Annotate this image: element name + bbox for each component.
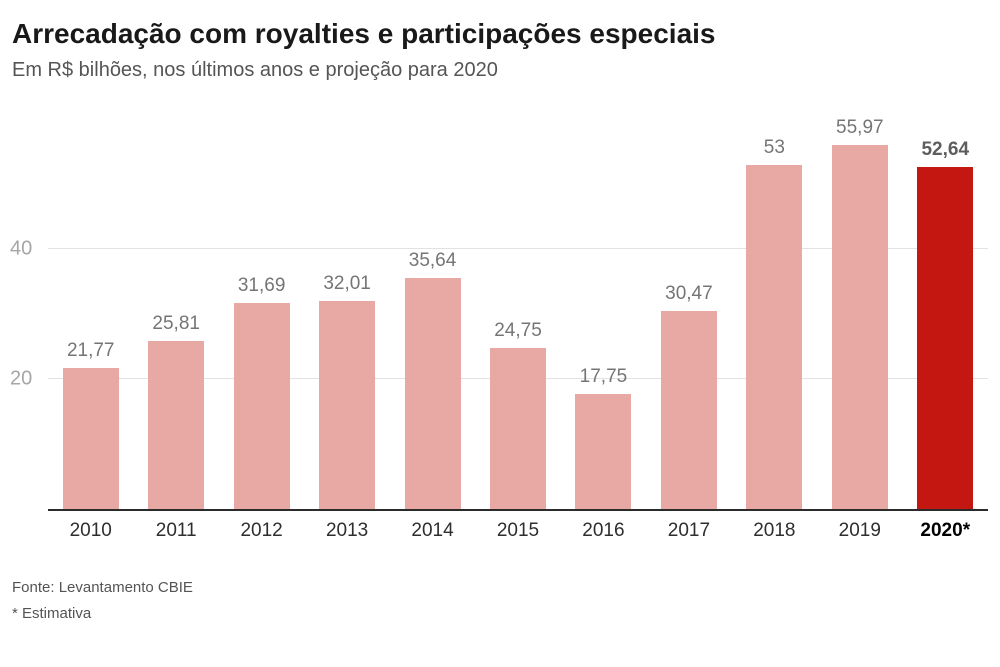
estimate-note: * Estimativa [12,605,92,623]
y-tick-label-20: 20 [10,367,33,390]
bar-slot-2015: 24,75 [475,95,560,510]
x-tick-label-2013: 2013 [325,520,369,542]
bar-value-label: 21,77 [66,339,115,361]
x-tick-label-2019: 2019 [838,520,881,542]
bar-slot-2013: 32,01 [304,95,389,510]
bar-highlight [917,167,974,510]
bar-slot-2019: 55,97 [817,95,902,510]
bar [660,311,717,510]
bar-slot-2012: 31,69 [219,95,304,510]
bar [489,348,546,510]
bar-value-label: 32,01 [323,273,371,295]
gridline-y-40 [48,248,988,250]
bar-slot-2014: 35,64 [390,95,475,510]
bar [62,367,119,510]
bar-value-label: 25,81 [152,313,200,335]
x-axis: 2010 2011 2012 2013 2014 2015 2016 2017 2018 2019… [48,511,988,549]
bar [404,277,461,510]
y-tick-label-40: 40 [10,237,33,260]
page-title: Arrecadação com royalties e participaçõe… [12,18,716,49]
bar-slot-2011: 25,81 [133,95,218,510]
bar [148,341,205,510]
x-tick-label-2011: 2011 [155,520,197,542]
bar [575,393,632,510]
x-tick-label-2014: 2014 [411,520,454,542]
bar-slot-2018: 53 [732,95,817,510]
source-note: Fonte: Levantamento CBIE [12,579,193,597]
bar-chart: 21,77 25,81 31,69 32,01 35,64 24,75 17,75 30,47… [10,95,988,549]
bar-value-label: 30,47 [665,283,713,305]
chart-footer: Fonte: Levantamento CBIE * Estimativa [12,575,988,627]
bar-value-label: 55,97 [836,117,884,139]
x-tick-label-2018: 2018 [753,520,796,542]
bar [233,303,290,510]
bar [319,301,376,510]
x-tick-label-2015: 2015 [496,520,540,542]
bar-value-label: 24,75 [494,320,542,342]
bar-slot-2020*: 52,64 [903,95,988,510]
x-tick-label-2020*: 2020* [920,520,971,542]
bars-container: 21,77 25,81 31,69 32,01 35,64 24,75 17,75 30,47… [48,95,988,510]
plot-area: 21,77 25,81 31,69 32,01 35,64 24,75 17,75 30,47… [10,95,988,512]
chart-subtitle: Em R$ bilhões, nos últimos anos e projeç… [12,59,498,82]
bar-value-label: 53 [763,136,785,158]
x-tick-label-2016: 2016 [582,520,625,542]
bar-value-label: 31,69 [237,275,286,297]
bar-slot-2017: 30,47 [646,95,731,510]
bar-value-label: 35,64 [408,249,457,271]
bar-value-label: 17,75 [579,365,628,387]
bar [746,164,803,510]
bar [831,145,888,510]
x-tick-label-2017: 2017 [667,520,711,542]
x-tick-label-2010: 2010 [69,520,112,542]
bar-slot-2016: 17,75 [561,95,646,510]
bar-slot-2010: 21,77 [48,95,133,510]
x-tick-label-2012: 2012 [240,520,283,542]
bar-value-label: 52,64 [921,139,970,161]
